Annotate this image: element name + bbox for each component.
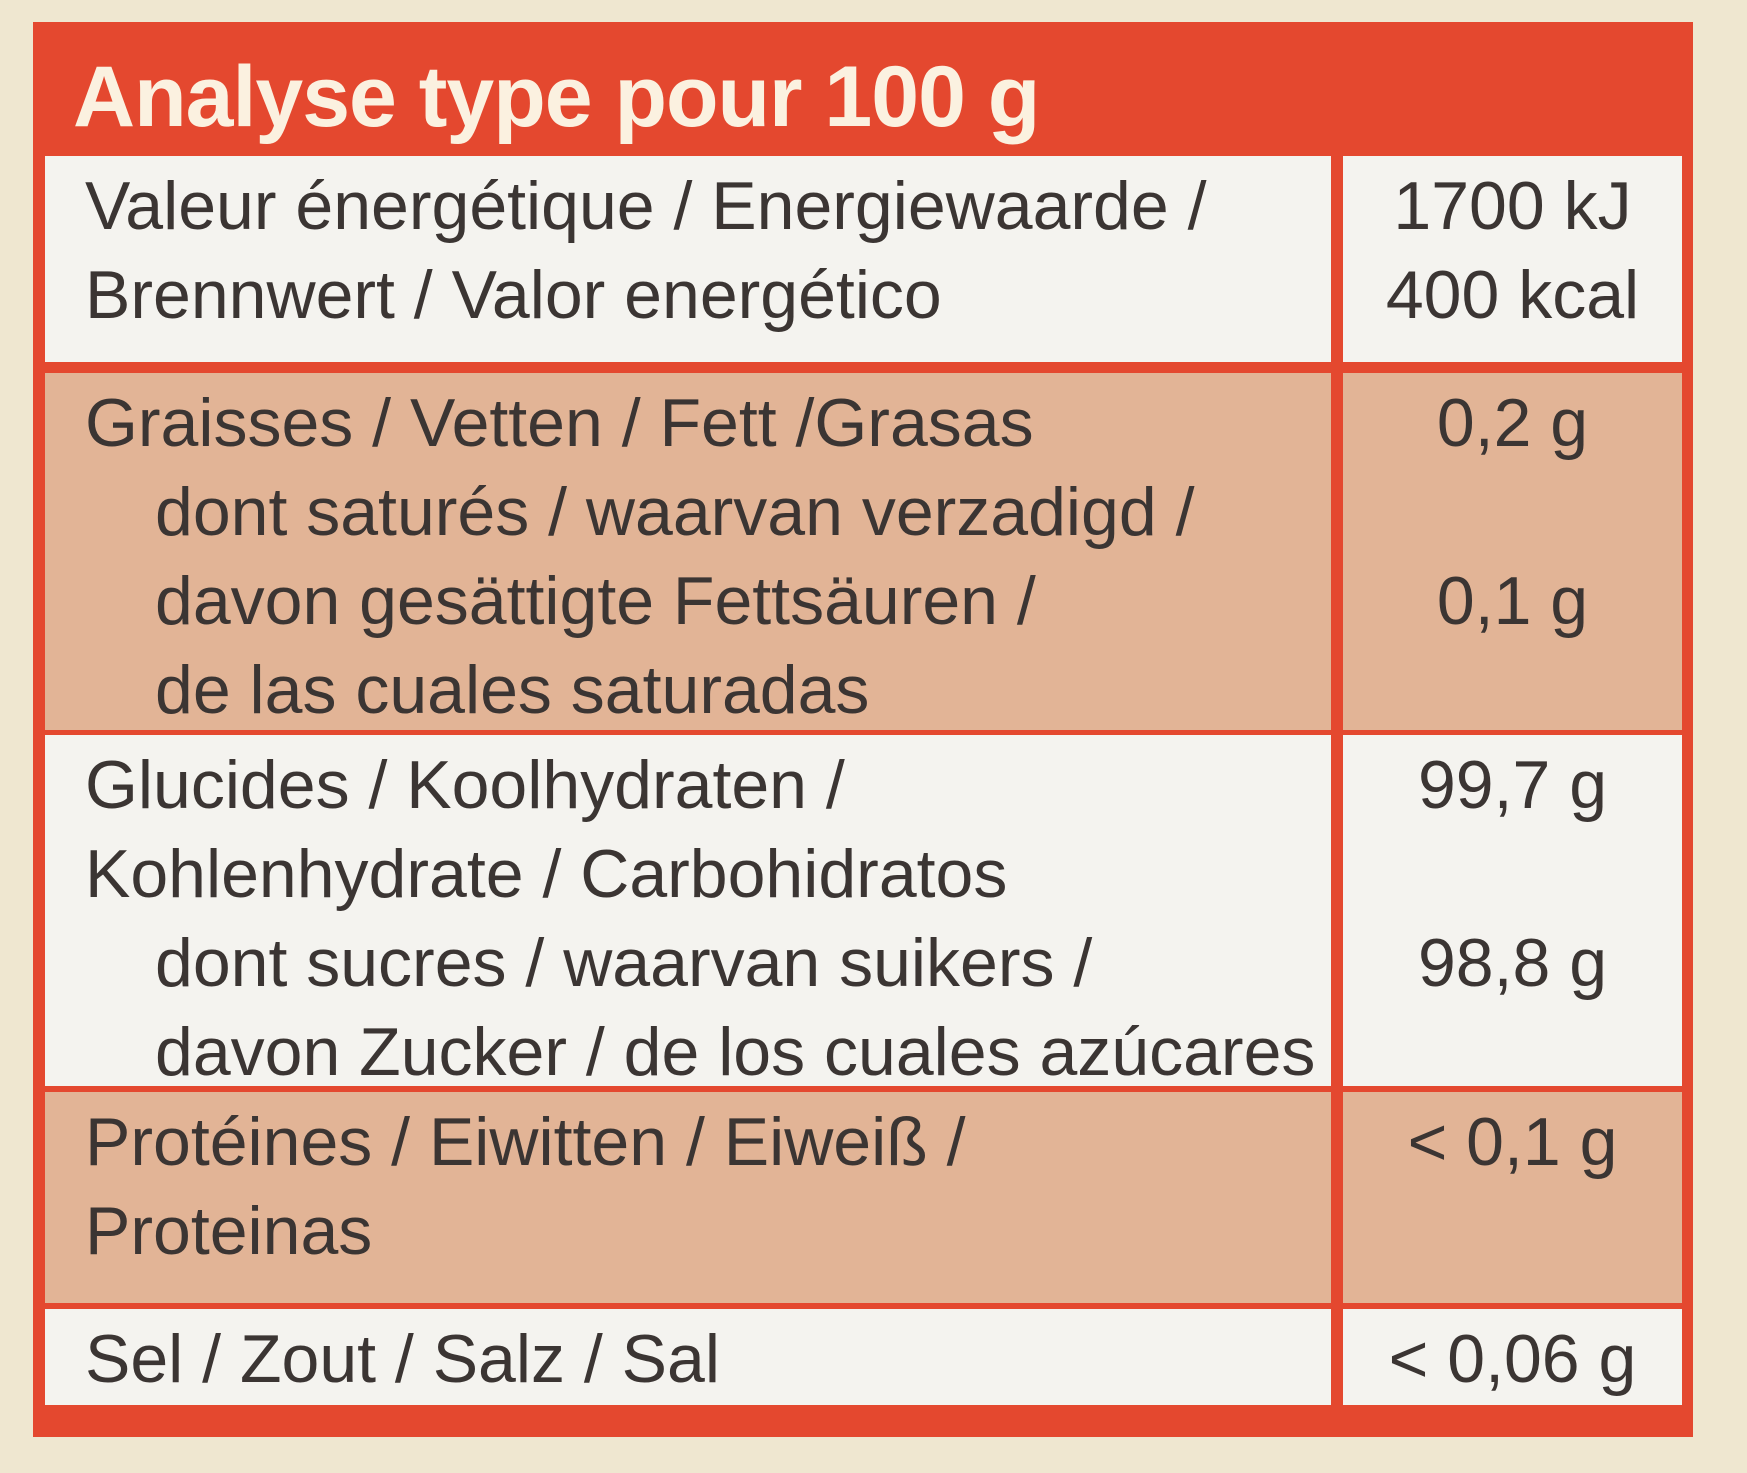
nutrient-name: Sel / Zout / Salz / Sal xyxy=(85,1321,720,1397)
value: < 0,06 g xyxy=(1388,1321,1637,1397)
label-cell: Sel / Zout / Salz / Sal xyxy=(45,1309,1331,1405)
value-cell: < 0,06 g xyxy=(1343,1309,1682,1405)
sub-nutrient-name: dont saturés / waarvan verzadigd / xyxy=(155,474,1195,550)
sub-nutrient-name: davon Zucker / de los cuales azúcares xyxy=(155,1014,1316,1086)
value-cell: 1700 kJ 400 kcal xyxy=(1343,156,1682,362)
value: 99,7 g xyxy=(1417,747,1608,823)
title: Analyse type pour 100 g xyxy=(73,49,1040,145)
value: 400 kcal xyxy=(1385,257,1640,333)
nutrient-name: Valeur énergétique / Energiewaarde / xyxy=(85,168,1207,244)
label-cell: Glucides / Koolhydraten / Kohlenhydrate /… xyxy=(45,735,1331,1086)
sub-nutrient-name: davon gesättigte Fettsäuren / xyxy=(155,563,1036,639)
value: < 0,1 g xyxy=(1407,1104,1618,1180)
nutrient-name: Protéines / Eiwitten / Eiweiß / xyxy=(85,1104,966,1180)
value-cell: < 0,1 g xyxy=(1343,1092,1682,1303)
label-cell: Protéines / Eiwitten / Eiweiß / Proteinas xyxy=(45,1092,1331,1303)
sub-nutrient-name: dont sucres / waarvan suikers / xyxy=(155,925,1093,1001)
sub-value: 0,1 g xyxy=(1436,563,1589,639)
label-frame: Analyse type pour 100 g Valeur énergétiq… xyxy=(33,22,1693,1437)
nutrient-name: Glucides / Koolhydraten / xyxy=(85,747,845,823)
nutrient-name: Brennwert / Valor energético xyxy=(85,257,942,333)
nutrient-name: Proteinas xyxy=(85,1193,373,1269)
sub-nutrient-name: de las cuales saturadas xyxy=(155,652,870,728)
value: 0,2 g xyxy=(1436,385,1589,461)
value-cell: 99,7 g 98,8 g xyxy=(1343,735,1682,1086)
label-cell: Valeur énergétique / Energiewaarde / Bren… xyxy=(45,156,1331,362)
value: 1700 kJ xyxy=(1393,168,1632,244)
nutrient-name: Kohlenhydrate / Carbohidratos xyxy=(85,836,1008,912)
value-cell: 0,2 g 0,1 g xyxy=(1343,373,1682,730)
label-cell: Graisses / Vetten / Fett /Grasas dont sat… xyxy=(45,373,1331,730)
sub-value: 98,8 g xyxy=(1417,925,1608,1001)
nutrient-name: Graisses / Vetten / Fett /Grasas xyxy=(85,385,1034,461)
